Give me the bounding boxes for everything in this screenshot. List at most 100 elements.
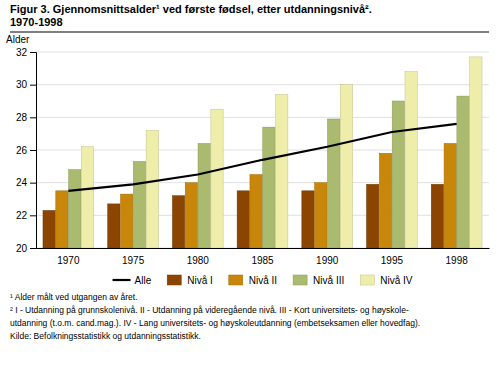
bar — [405, 72, 417, 248]
legend-item: Nivå I — [167, 275, 213, 286]
legend-item: Nivå III — [293, 275, 344, 286]
tick: 24 — [16, 177, 36, 188]
bar — [276, 94, 288, 248]
legend-item: Nivå IV — [360, 275, 413, 286]
tick: 26 — [16, 145, 36, 156]
plot: 2022242628303219701975198019851990199519… — [16, 47, 490, 266]
bar — [211, 109, 223, 248]
tick: 1980 — [187, 255, 210, 266]
y-axis-title: Alder — [6, 34, 30, 45]
bar — [457, 96, 469, 248]
bar — [263, 127, 275, 248]
bar — [250, 175, 262, 249]
legend-swatch — [360, 275, 374, 285]
tick-mark — [30, 183, 36, 184]
footnote: Kilde: Befolkningsstatistikk og utdannin… — [10, 331, 201, 341]
marks — [43, 57, 482, 248]
tick-label: 30 — [16, 79, 28, 90]
bar — [81, 147, 93, 248]
bar — [431, 184, 443, 248]
legend-item: Alle — [113, 275, 152, 286]
legend-label: Nivå II — [249, 275, 277, 286]
bar — [69, 170, 81, 248]
bar — [133, 161, 145, 248]
bar — [237, 191, 249, 248]
bar-series — [81, 57, 482, 248]
bar — [367, 184, 379, 248]
grid-line — [36, 84, 489, 85]
chart: Figur 3. Gjennomsnittsalder¹ ved første … — [0, 0, 499, 368]
subtitle: 1970-1998 — [10, 16, 63, 28]
tick: 1985 — [251, 255, 274, 266]
tick: 30 — [16, 79, 36, 90]
tick: 22 — [16, 210, 36, 221]
legend-swatch — [293, 275, 307, 285]
tick-label: 1990 — [316, 255, 339, 266]
bar — [43, 210, 55, 248]
bar — [108, 204, 120, 248]
footnote: ¹ Alder målt ved utgangen av året. — [10, 292, 138, 302]
legend-item: Nivå II — [229, 275, 277, 286]
bar — [172, 196, 184, 248]
bar — [315, 183, 327, 248]
grid-line — [36, 150, 489, 151]
tick: 1990 — [316, 255, 339, 266]
legend-label: Nivå I — [187, 275, 213, 286]
tick-label: 32 — [16, 47, 28, 58]
grid-line — [36, 248, 489, 249]
bar — [340, 85, 352, 248]
legend: Alle Nivå I Nivå II Nivå III Nivå IV — [113, 275, 413, 286]
bar — [121, 194, 133, 248]
legend-label: Alle — [135, 275, 152, 286]
tick-label: 1975 — [122, 255, 145, 266]
bar — [146, 130, 158, 248]
tick: 1998 — [446, 255, 469, 266]
bar — [56, 191, 68, 248]
axis-line — [30, 53, 37, 249]
tick-label: 28 — [16, 112, 28, 123]
tick-mark — [30, 150, 36, 151]
tick: 32 — [16, 47, 36, 58]
legend-label: Nivå III — [313, 275, 344, 286]
footnote: utdanning (t.o.m. cand.mag.). IV - Lang … — [10, 318, 420, 328]
tick-label: 1998 — [446, 255, 469, 266]
bar — [379, 153, 391, 248]
legend-swatch — [113, 279, 131, 281]
bar — [470, 57, 482, 248]
grid — [36, 52, 489, 248]
axis-line — [37, 248, 490, 249]
tick: 1995 — [381, 255, 404, 266]
tick-mark — [30, 52, 36, 53]
bar — [392, 101, 404, 248]
tick: 1975 — [122, 255, 145, 266]
tick: 28 — [16, 112, 36, 123]
tick-label: 20 — [16, 243, 28, 254]
grid-line — [36, 182, 489, 183]
title: Figur 3. Gjennomsnittsalder¹ ved første … — [10, 3, 372, 15]
tick-label: 26 — [16, 145, 28, 156]
separator — [10, 31, 489, 32]
x-axis: 1970 1975 1980 1985 1990 1995 1998 — [37, 249, 490, 267]
line — [68, 124, 456, 191]
bar — [327, 119, 339, 248]
tick-label: 22 — [16, 210, 28, 221]
tick-mark — [30, 215, 36, 216]
tick-label: 24 — [16, 177, 28, 188]
tick: 20 — [16, 243, 36, 254]
tick-label: 1980 — [187, 255, 210, 266]
legend-swatch — [167, 275, 181, 285]
grid-line — [36, 215, 489, 216]
tick-label: 1970 — [57, 255, 80, 266]
tick-mark — [30, 85, 36, 86]
tick: 1970 — [57, 255, 80, 266]
tick-mark — [30, 248, 36, 249]
tick-label: 1995 — [381, 255, 404, 266]
legend-swatch — [229, 275, 243, 285]
grid-line — [36, 52, 489, 53]
tick-label: 1985 — [251, 255, 274, 266]
bar — [444, 143, 456, 248]
tick-mark — [30, 117, 36, 118]
footnote: ² I - Utdanning på grunnskolenivå. II - … — [10, 305, 409, 315]
grid-line — [36, 117, 489, 118]
bar — [185, 183, 197, 248]
